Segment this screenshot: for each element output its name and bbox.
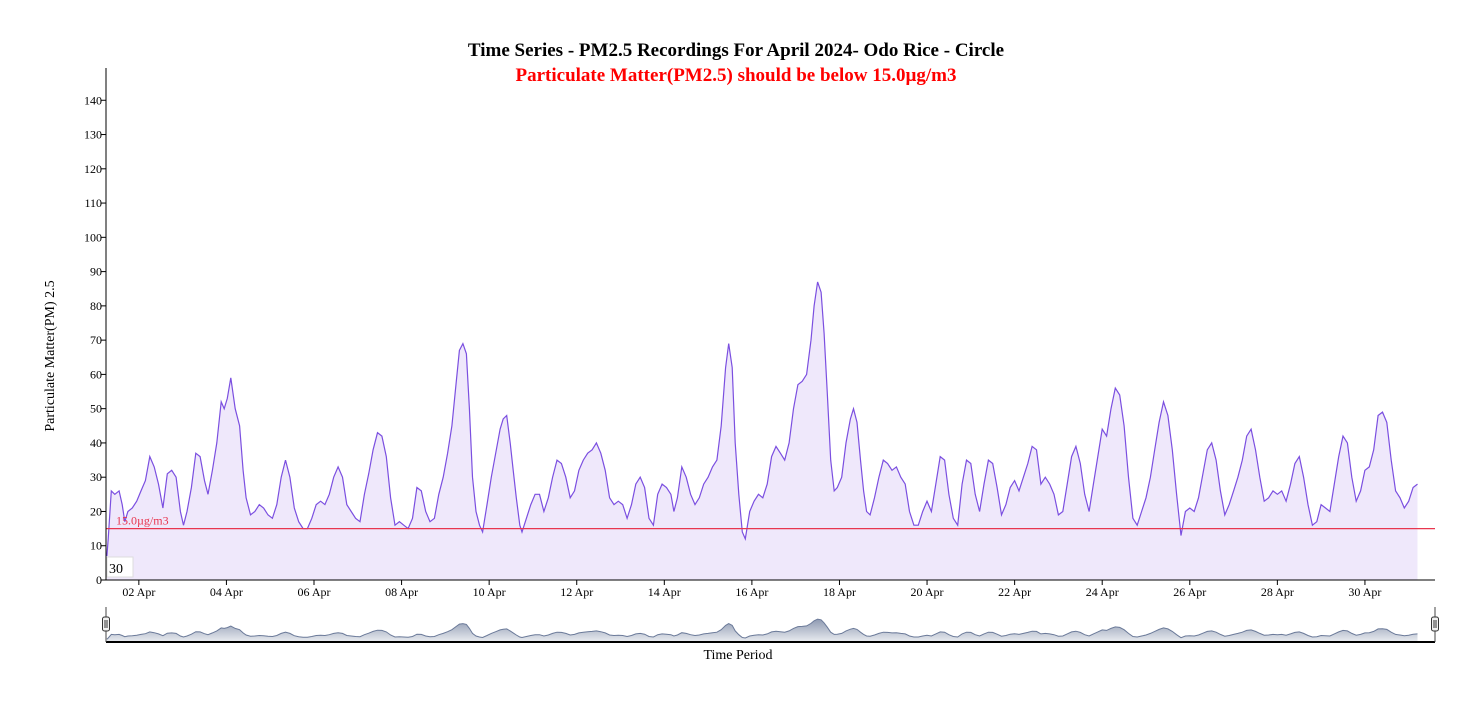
y-tick-label: 70 <box>90 333 102 347</box>
series-area <box>106 281 1418 580</box>
y-tick-label: 110 <box>84 196 102 210</box>
y-tick-label: 40 <box>90 436 102 450</box>
series-line <box>106 281 1418 557</box>
corner-label-box <box>106 556 134 578</box>
y-tick-label: 130 <box>84 128 102 142</box>
x-tick-label: 10 Apr <box>473 585 506 599</box>
y-tick-label: 10 <box>90 539 102 553</box>
x-tick-label: 04 Apr <box>210 585 243 599</box>
x-tick-label: 14 Apr <box>648 585 681 599</box>
navigator-area <box>106 619 1418 641</box>
y-tick-label: 30 <box>90 470 102 484</box>
y-tick-label: 50 <box>90 402 102 416</box>
y-axis-label: Particulate Matter(PM) 2.5 <box>43 280 58 431</box>
x-tick-label: 30 Apr <box>1348 585 1381 599</box>
chart-title: Time Series - PM2.5 Recordings For April… <box>467 40 1005 61</box>
y-tick-label: 20 <box>90 504 102 518</box>
y-tick-label: 60 <box>90 367 102 381</box>
corner-label: 30 <box>109 562 123 577</box>
threshold-label: 15.0µg/m3 <box>116 514 169 528</box>
x-tick-label: 18 Apr <box>823 585 856 599</box>
x-axis-label: Time Period <box>703 648 772 663</box>
y-tick-label: 100 <box>84 230 102 244</box>
y-tick-label: 120 <box>84 162 102 176</box>
y-tick-label: 140 <box>84 93 102 107</box>
x-tick-label: 22 Apr <box>998 585 1031 599</box>
navigator-handle-right[interactable] <box>1431 616 1439 632</box>
navigator-line <box>106 618 1418 640</box>
chart-subtitle: Particulate Matter(PM2.5) should be belo… <box>515 65 957 86</box>
x-tick-label: 20 Apr <box>911 585 944 599</box>
y-tick-label: 0 <box>96 573 102 587</box>
y-tick-label: 80 <box>90 299 102 313</box>
x-tick-label: 28 Apr <box>1261 585 1294 599</box>
x-tick-label: 24 Apr <box>1086 585 1119 599</box>
x-tick-label: 12 Apr <box>560 585 593 599</box>
x-tick-label: 08 Apr <box>385 585 418 599</box>
x-tick-label: 16 Apr <box>735 585 768 599</box>
x-tick-label: 02 Apr <box>122 585 155 599</box>
x-tick-label: 26 Apr <box>1173 585 1206 599</box>
navigator-handle-left[interactable] <box>102 616 110 632</box>
x-tick-label: 06 Apr <box>297 585 330 599</box>
y-tick-label: 90 <box>90 265 102 279</box>
